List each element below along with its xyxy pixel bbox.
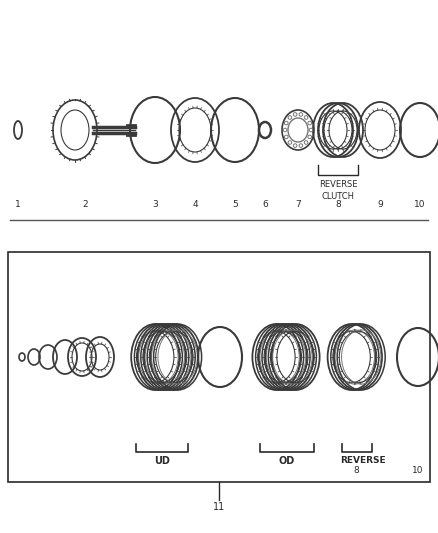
- Bar: [8, 252, 430, 482]
- Text: 8: 8: [335, 200, 341, 209]
- Text: OD: OD: [279, 456, 295, 466]
- Text: 4: 4: [192, 200, 198, 209]
- Text: 6: 6: [262, 200, 268, 209]
- Text: 5: 5: [232, 200, 238, 209]
- Text: 3: 3: [152, 200, 158, 209]
- Text: 10: 10: [414, 200, 426, 209]
- Text: REVERSE: REVERSE: [340, 456, 386, 465]
- Text: 10: 10: [412, 466, 424, 475]
- Text: 7: 7: [295, 200, 301, 209]
- Text: 11: 11: [213, 502, 225, 512]
- Text: 8: 8: [353, 466, 359, 475]
- Text: 1: 1: [15, 200, 21, 209]
- Text: UD: UD: [154, 456, 170, 466]
- Text: 9: 9: [377, 200, 383, 209]
- Text: 2: 2: [82, 200, 88, 209]
- Text: REVERSE
CLUTCH: REVERSE CLUTCH: [319, 180, 357, 201]
